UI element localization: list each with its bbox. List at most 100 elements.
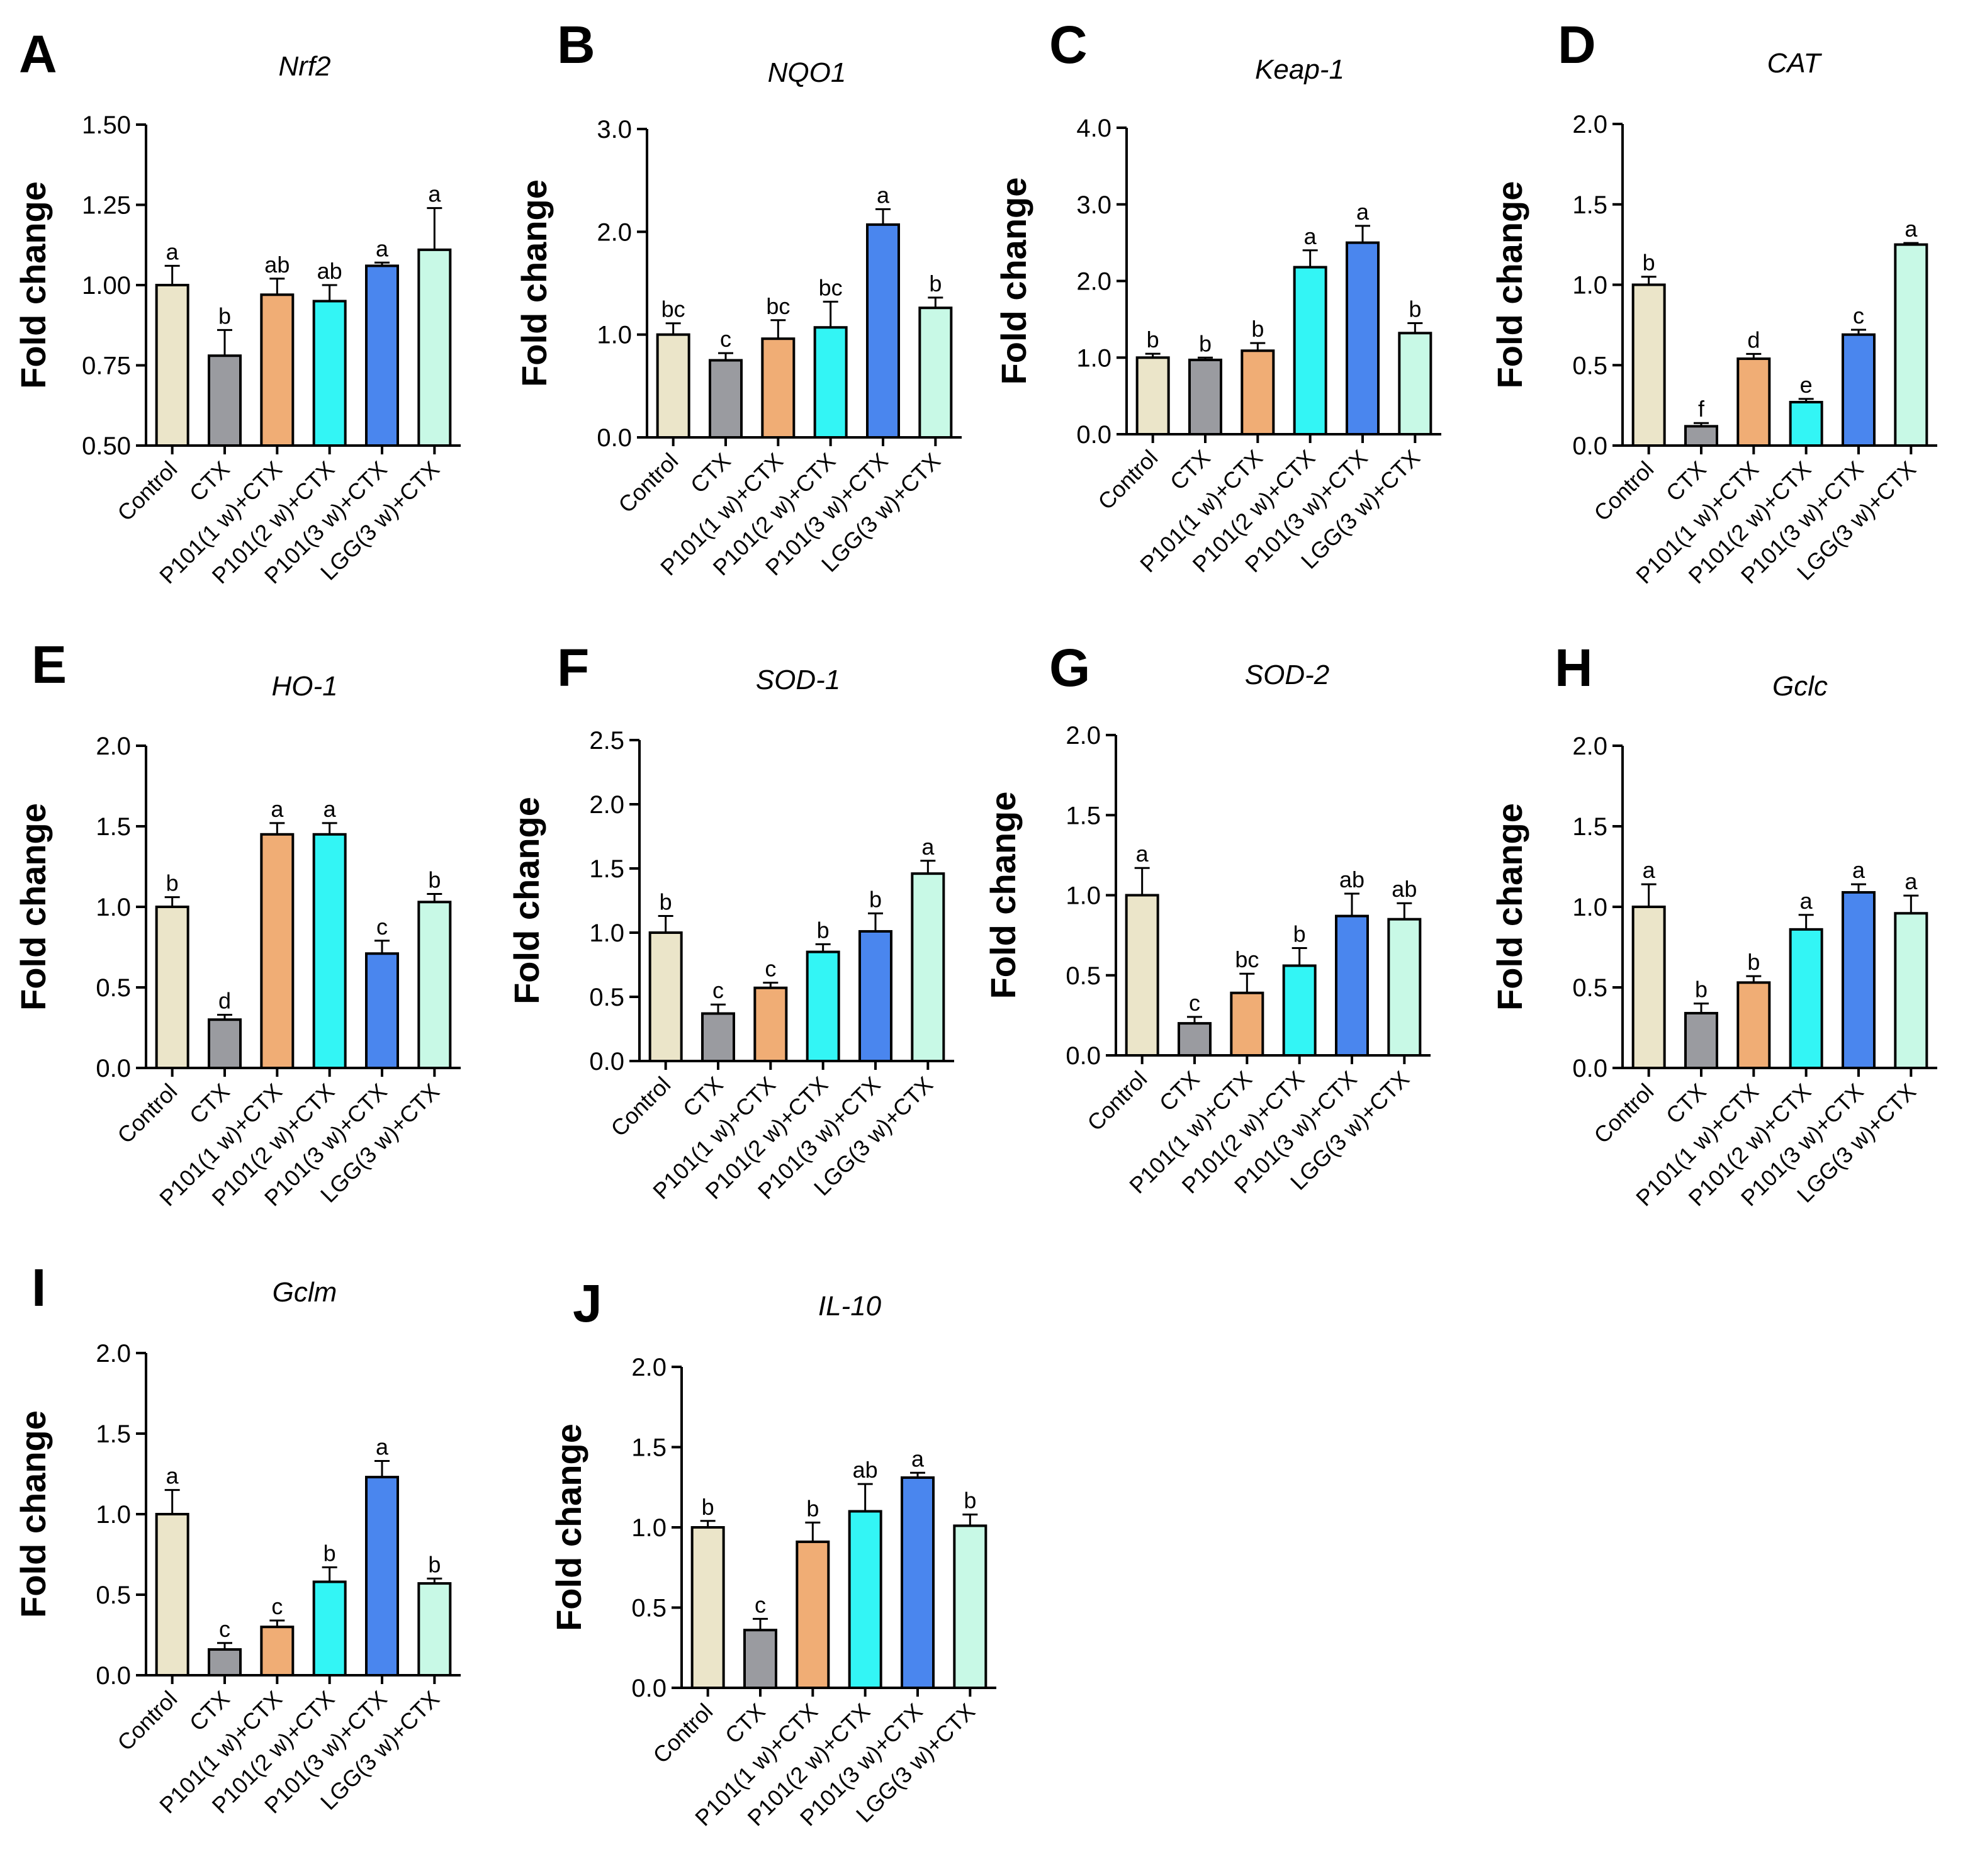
bar-e-2 xyxy=(208,1018,242,1069)
panel-letter-j: J xyxy=(573,1274,602,1333)
y-tick-label: 1.5 xyxy=(589,855,624,883)
significance-label: a xyxy=(1852,857,1865,883)
y-tick-label: 1.0 xyxy=(631,1514,667,1542)
significance-label: bc xyxy=(766,293,790,319)
x-category-label: Control xyxy=(648,1699,717,1768)
bar-h-2 xyxy=(1684,1011,1718,1069)
y-tick-label: 3.0 xyxy=(597,116,632,143)
bar-h-1 xyxy=(1631,906,1666,1069)
chart-title-e: HO-1 xyxy=(271,671,337,702)
bar-h-6 xyxy=(1894,912,1928,1069)
bar-e-5 xyxy=(365,952,399,1069)
panel-c: C Keap-1 Fold change 0.0 1.0 2.0 3.0 4.0 b Contro… xyxy=(994,15,1441,577)
significance-label: a xyxy=(877,182,890,208)
bar-j-3 xyxy=(796,1540,830,1689)
bar-h-5 xyxy=(1842,890,1876,1069)
y-tick-label: 0.0 xyxy=(1066,1042,1101,1070)
y-tick-label: 2.5 xyxy=(589,727,624,755)
significance-label: b xyxy=(1747,949,1760,975)
y-tick-label: 1.0 xyxy=(96,1501,131,1529)
significance-label: b xyxy=(1199,330,1212,356)
chart-title-g: SOD-2 xyxy=(1245,660,1329,690)
significance-label: ab xyxy=(264,252,290,278)
bar-c-6 xyxy=(1398,332,1432,435)
significance-label: b xyxy=(806,1495,819,1521)
chart-title-f: SOD-1 xyxy=(756,665,840,695)
bar-c-5 xyxy=(1346,241,1380,435)
bar-e-4 xyxy=(312,833,347,1070)
bar-c-3 xyxy=(1241,349,1275,435)
chart-title-j: IL-10 xyxy=(818,1291,882,1322)
y-tick-label: 1.5 xyxy=(96,813,131,841)
panel-letter-e: E xyxy=(31,635,67,694)
significance-label: b xyxy=(702,1494,714,1520)
y-tick-label: 2.0 xyxy=(96,1340,131,1368)
significance-label: b xyxy=(428,867,441,893)
chart-title-b: NQO1 xyxy=(768,57,847,88)
bar-g-4 xyxy=(1282,964,1317,1057)
y-tick-label: 3.0 xyxy=(1076,191,1111,219)
y-tick-label: 0.5 xyxy=(1572,352,1607,379)
significance-label: a xyxy=(921,834,935,860)
significance-label: a xyxy=(376,1434,389,1460)
significance-label: a xyxy=(1304,223,1317,249)
y-tick-label: 0.5 xyxy=(1066,962,1101,990)
x-category-label: Control xyxy=(112,1079,182,1149)
y-axis-label-f: Fold change xyxy=(507,797,546,1004)
significance-label: bc xyxy=(1235,946,1259,972)
y-tick-label: 1.50 xyxy=(82,111,131,139)
y-tick-label: 2.0 xyxy=(597,218,632,246)
significance-label: c xyxy=(765,956,776,982)
significance-label: c xyxy=(271,1593,283,1619)
panel-a: A Nrf2 Fold change 0.50 0.75 1.00 1.25 1.50 a Con… xyxy=(13,25,461,588)
significance-label: bc xyxy=(661,296,685,322)
y-tick-label: 0.5 xyxy=(96,974,131,1002)
bar-f-4 xyxy=(806,950,840,1062)
y-tick-label: 1.5 xyxy=(96,1420,131,1448)
significance-label: e xyxy=(1800,372,1813,398)
x-category-label: Control xyxy=(1093,445,1162,515)
significance-label: a xyxy=(166,239,179,264)
bar-f-2 xyxy=(701,1012,735,1063)
y-tick-label: 1.0 xyxy=(96,894,131,921)
bar-e-6 xyxy=(417,901,452,1069)
bar-d-5 xyxy=(1842,333,1876,447)
chart-title-d: CAT xyxy=(1767,48,1823,79)
significance-label: b xyxy=(324,1540,336,1566)
significance-label: b xyxy=(1643,250,1655,276)
y-tick-label: 0.75 xyxy=(82,352,131,380)
y-tick-label: 2.0 xyxy=(1572,111,1607,138)
y-tick-label: 2.0 xyxy=(96,733,131,760)
bar-i-1 xyxy=(155,1513,189,1677)
bar-c-4 xyxy=(1293,266,1327,435)
panel-i: I Gclm Fold change 0.0 0.5 1.0 1.5 2.0 a Control c… xyxy=(13,1258,461,1818)
y-tick-label: 0.0 xyxy=(1572,432,1607,460)
bar-j-6 xyxy=(953,1524,987,1689)
significance-label: a xyxy=(376,235,389,261)
significance-label: a xyxy=(1905,216,1918,242)
x-category-label: Control xyxy=(605,1072,675,1142)
bar-h-4 xyxy=(1789,928,1823,1069)
significance-label: a xyxy=(428,181,441,207)
significance-label: c xyxy=(1189,990,1200,1016)
bar-d-1 xyxy=(1631,283,1666,447)
significance-label: f xyxy=(1698,396,1705,422)
significance-label: a xyxy=(324,796,337,822)
bar-g-2 xyxy=(1178,1022,1212,1057)
bar-i-2 xyxy=(208,1648,242,1677)
y-tick-label: 1.25 xyxy=(82,192,131,220)
y-tick-label: 2.0 xyxy=(1066,722,1101,750)
panel-letter-f: F xyxy=(557,638,589,697)
panel-letter-g: G xyxy=(1049,638,1090,697)
panel-letter-c: C xyxy=(1049,15,1088,74)
significance-label: a xyxy=(1356,199,1370,225)
bar-c-1 xyxy=(1135,356,1170,435)
y-tick-label: 0.0 xyxy=(96,1055,131,1082)
bar-b-4 xyxy=(813,326,848,439)
significance-label: b xyxy=(1293,921,1306,946)
x-category-label: Control xyxy=(112,456,182,526)
y-tick-label: 2.0 xyxy=(631,1354,667,1381)
panel-letter-h: H xyxy=(1555,638,1593,697)
bar-j-4 xyxy=(848,1510,882,1689)
